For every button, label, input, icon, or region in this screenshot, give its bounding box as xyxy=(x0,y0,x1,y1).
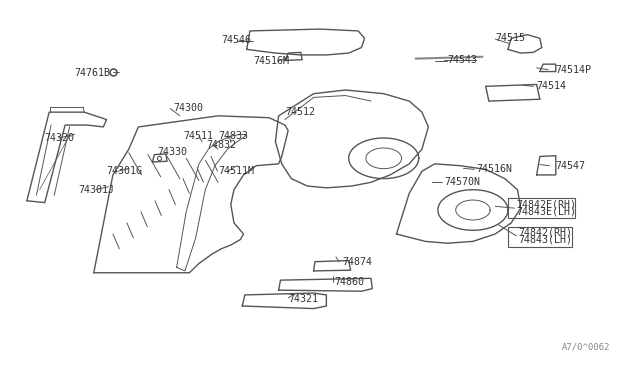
Text: 74514P: 74514P xyxy=(556,65,592,75)
Text: A7/0^0062: A7/0^0062 xyxy=(562,342,611,351)
Text: 74546: 74546 xyxy=(221,35,252,45)
Text: 74320: 74320 xyxy=(45,133,75,143)
Text: 74516N: 74516N xyxy=(476,164,512,174)
Text: 74300: 74300 xyxy=(173,103,204,113)
Text: 74874: 74874 xyxy=(342,257,372,267)
Text: 74842(RH): 74842(RH) xyxy=(519,227,573,237)
Text: 74512: 74512 xyxy=(285,107,315,117)
Text: 74547: 74547 xyxy=(556,161,586,171)
Text: 74511: 74511 xyxy=(183,131,213,141)
Text: 74761B: 74761B xyxy=(75,68,111,78)
Text: 74301J: 74301J xyxy=(78,185,114,195)
Text: 74843(LH): 74843(LH) xyxy=(519,234,573,244)
Text: 74543: 74543 xyxy=(447,55,477,65)
Text: 74330: 74330 xyxy=(157,147,188,157)
Text: 74516M: 74516M xyxy=(253,56,289,66)
Text: 74511M: 74511M xyxy=(218,166,254,176)
Text: 74301G: 74301G xyxy=(106,166,143,176)
Text: 74832: 74832 xyxy=(207,140,237,150)
Text: 74515: 74515 xyxy=(495,33,525,43)
Text: 74570N: 74570N xyxy=(444,177,480,187)
Text: 74321: 74321 xyxy=(288,294,318,304)
Text: 74860: 74860 xyxy=(334,277,364,287)
Text: 74514: 74514 xyxy=(537,81,566,91)
Text: 74842E(RH): 74842E(RH) xyxy=(516,199,576,209)
Text: 74843E(LH): 74843E(LH) xyxy=(516,207,576,217)
Text: 74833: 74833 xyxy=(218,131,248,141)
